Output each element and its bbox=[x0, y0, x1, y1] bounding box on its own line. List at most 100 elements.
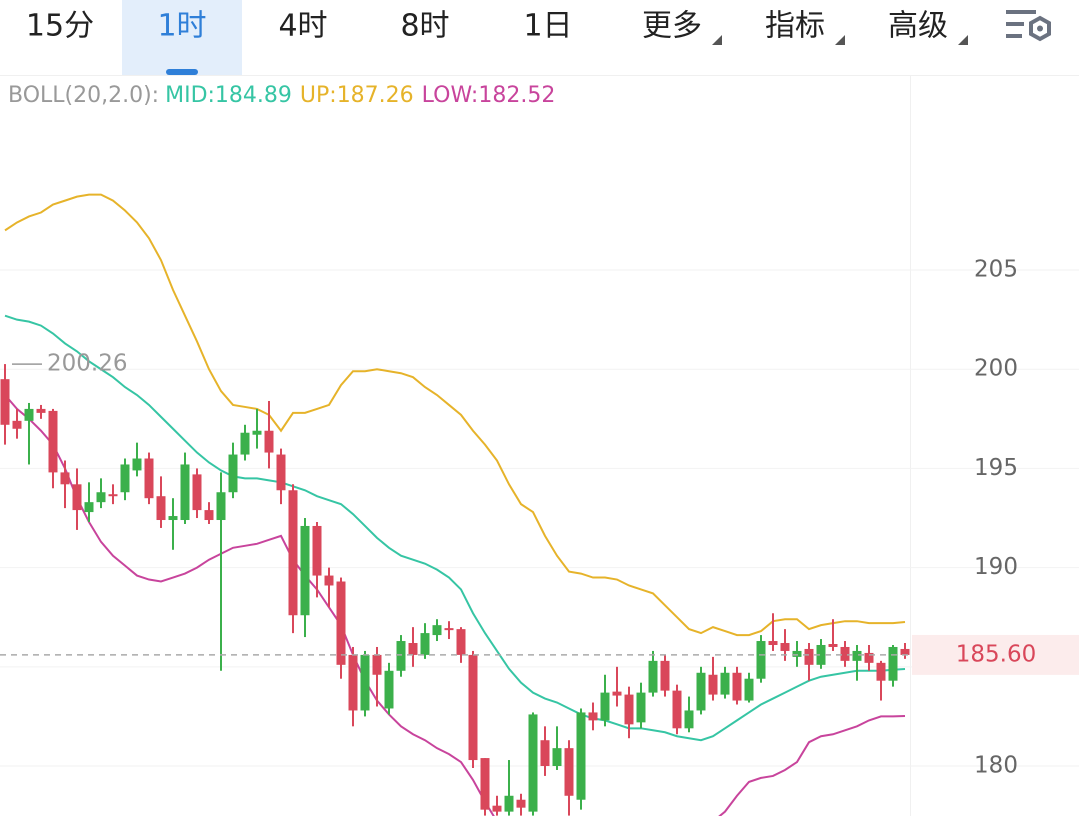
y-tick-label: 180 bbox=[974, 753, 1018, 779]
max-marker-label: 200.26 bbox=[47, 351, 127, 377]
candle-body bbox=[708, 674, 718, 695]
candle-body bbox=[672, 690, 682, 729]
candle-body bbox=[456, 629, 466, 655]
candle-body bbox=[468, 654, 478, 761]
dropdown-arrow bbox=[835, 35, 845, 45]
candle-body bbox=[264, 430, 274, 453]
candle-body bbox=[840, 646, 850, 661]
y-tick-label: 195 bbox=[974, 455, 1018, 481]
candle-body bbox=[132, 458, 142, 471]
candle-body bbox=[816, 644, 826, 665]
icon-bar bbox=[1006, 10, 1036, 14]
tab-label[interactable]: 8时 bbox=[400, 9, 449, 44]
candle-body bbox=[84, 502, 94, 513]
dropdown-arrow bbox=[712, 35, 722, 45]
candle-body bbox=[768, 641, 778, 645]
candle-body bbox=[72, 484, 82, 511]
legend-entry: UP:187.26 bbox=[300, 83, 414, 108]
candle-body bbox=[504, 795, 514, 812]
candle-body bbox=[744, 678, 754, 701]
candle-body bbox=[528, 714, 538, 812]
candle-body bbox=[792, 650, 802, 657]
candle-body bbox=[252, 430, 262, 435]
tab-highlight bbox=[122, 0, 242, 75]
candle-body bbox=[612, 691, 622, 696]
candle-body bbox=[720, 672, 730, 695]
candle-body bbox=[480, 758, 490, 810]
bollinger-line bbox=[4, 314, 906, 742]
candle-body bbox=[24, 408, 34, 421]
candle-body bbox=[828, 644, 838, 647]
icon-bar bbox=[1006, 22, 1024, 26]
candle-body bbox=[144, 458, 154, 499]
candle-body bbox=[300, 525, 310, 616]
candle-body bbox=[624, 694, 634, 725]
bollinger-line bbox=[4, 394, 906, 816]
tab-label[interactable]: 更多 bbox=[642, 9, 702, 44]
candle-body bbox=[336, 581, 346, 665]
candle-body bbox=[108, 494, 118, 497]
candle-body bbox=[696, 672, 706, 711]
candle-body bbox=[804, 648, 814, 665]
bollinger-line bbox=[4, 193, 906, 637]
y-tick-label: 200 bbox=[974, 356, 1018, 382]
candle-body bbox=[168, 516, 178, 521]
candle-body bbox=[564, 748, 574, 796]
candle-body bbox=[372, 654, 382, 675]
candle-body bbox=[360, 654, 370, 711]
candle-body bbox=[348, 654, 358, 711]
candle-body bbox=[312, 525, 322, 576]
icon-bar bbox=[1006, 34, 1022, 38]
legend-entry: LOW:182.52 bbox=[422, 83, 556, 108]
tab-label[interactable]: 4时 bbox=[278, 9, 327, 44]
indicator-label: BOLL(20,2.0): bbox=[8, 83, 159, 108]
candle-body bbox=[576, 712, 586, 800]
candle-body bbox=[240, 432, 250, 455]
tab-label[interactable]: 1日 bbox=[523, 9, 572, 44]
candle-body bbox=[0, 379, 10, 425]
candle-body bbox=[756, 641, 766, 679]
last-price-box bbox=[912, 634, 1079, 675]
candle-body bbox=[216, 492, 226, 521]
candle-body bbox=[684, 710, 694, 729]
candle-body bbox=[600, 692, 610, 721]
last-price-label: 185.60 bbox=[956, 641, 1036, 667]
candle-body bbox=[588, 712, 598, 721]
y-tick-label: 205 bbox=[974, 257, 1018, 283]
tab-label[interactable]: 高级 bbox=[888, 9, 948, 44]
candle-body bbox=[732, 672, 742, 701]
candle-body bbox=[156, 496, 166, 521]
tab-indicator bbox=[166, 69, 198, 75]
candle-body bbox=[900, 648, 910, 655]
candle-body bbox=[540, 740, 550, 767]
settings-icon[interactable] bbox=[1006, 10, 1051, 42]
candle-body bbox=[516, 799, 526, 808]
candle-body bbox=[180, 464, 190, 521]
candle-body bbox=[888, 646, 898, 681]
candle-body bbox=[492, 805, 502, 812]
candle-body bbox=[276, 454, 286, 491]
candle-body bbox=[12, 420, 22, 429]
candle-body bbox=[228, 454, 238, 493]
candle-body bbox=[192, 474, 202, 511]
tab-label[interactable]: 15分 bbox=[26, 9, 94, 44]
candle-body bbox=[432, 625, 442, 636]
candle-body bbox=[408, 643, 418, 655]
icon-hex bbox=[1029, 15, 1051, 42]
tab-label[interactable]: 1时 bbox=[157, 9, 206, 44]
candle-body bbox=[780, 643, 790, 651]
candle-body bbox=[60, 472, 70, 485]
candle-body bbox=[396, 641, 406, 671]
tab-label[interactable]: 指标 bbox=[765, 9, 825, 44]
dropdown-arrow bbox=[958, 35, 968, 45]
candle-body bbox=[48, 410, 58, 473]
icon-dot bbox=[1037, 25, 1043, 32]
candle-body bbox=[324, 575, 334, 586]
candle-body bbox=[864, 652, 874, 663]
candle-body bbox=[120, 464, 130, 493]
candle-body bbox=[552, 748, 562, 767]
candle-body bbox=[288, 490, 298, 616]
candle-body bbox=[36, 408, 46, 413]
